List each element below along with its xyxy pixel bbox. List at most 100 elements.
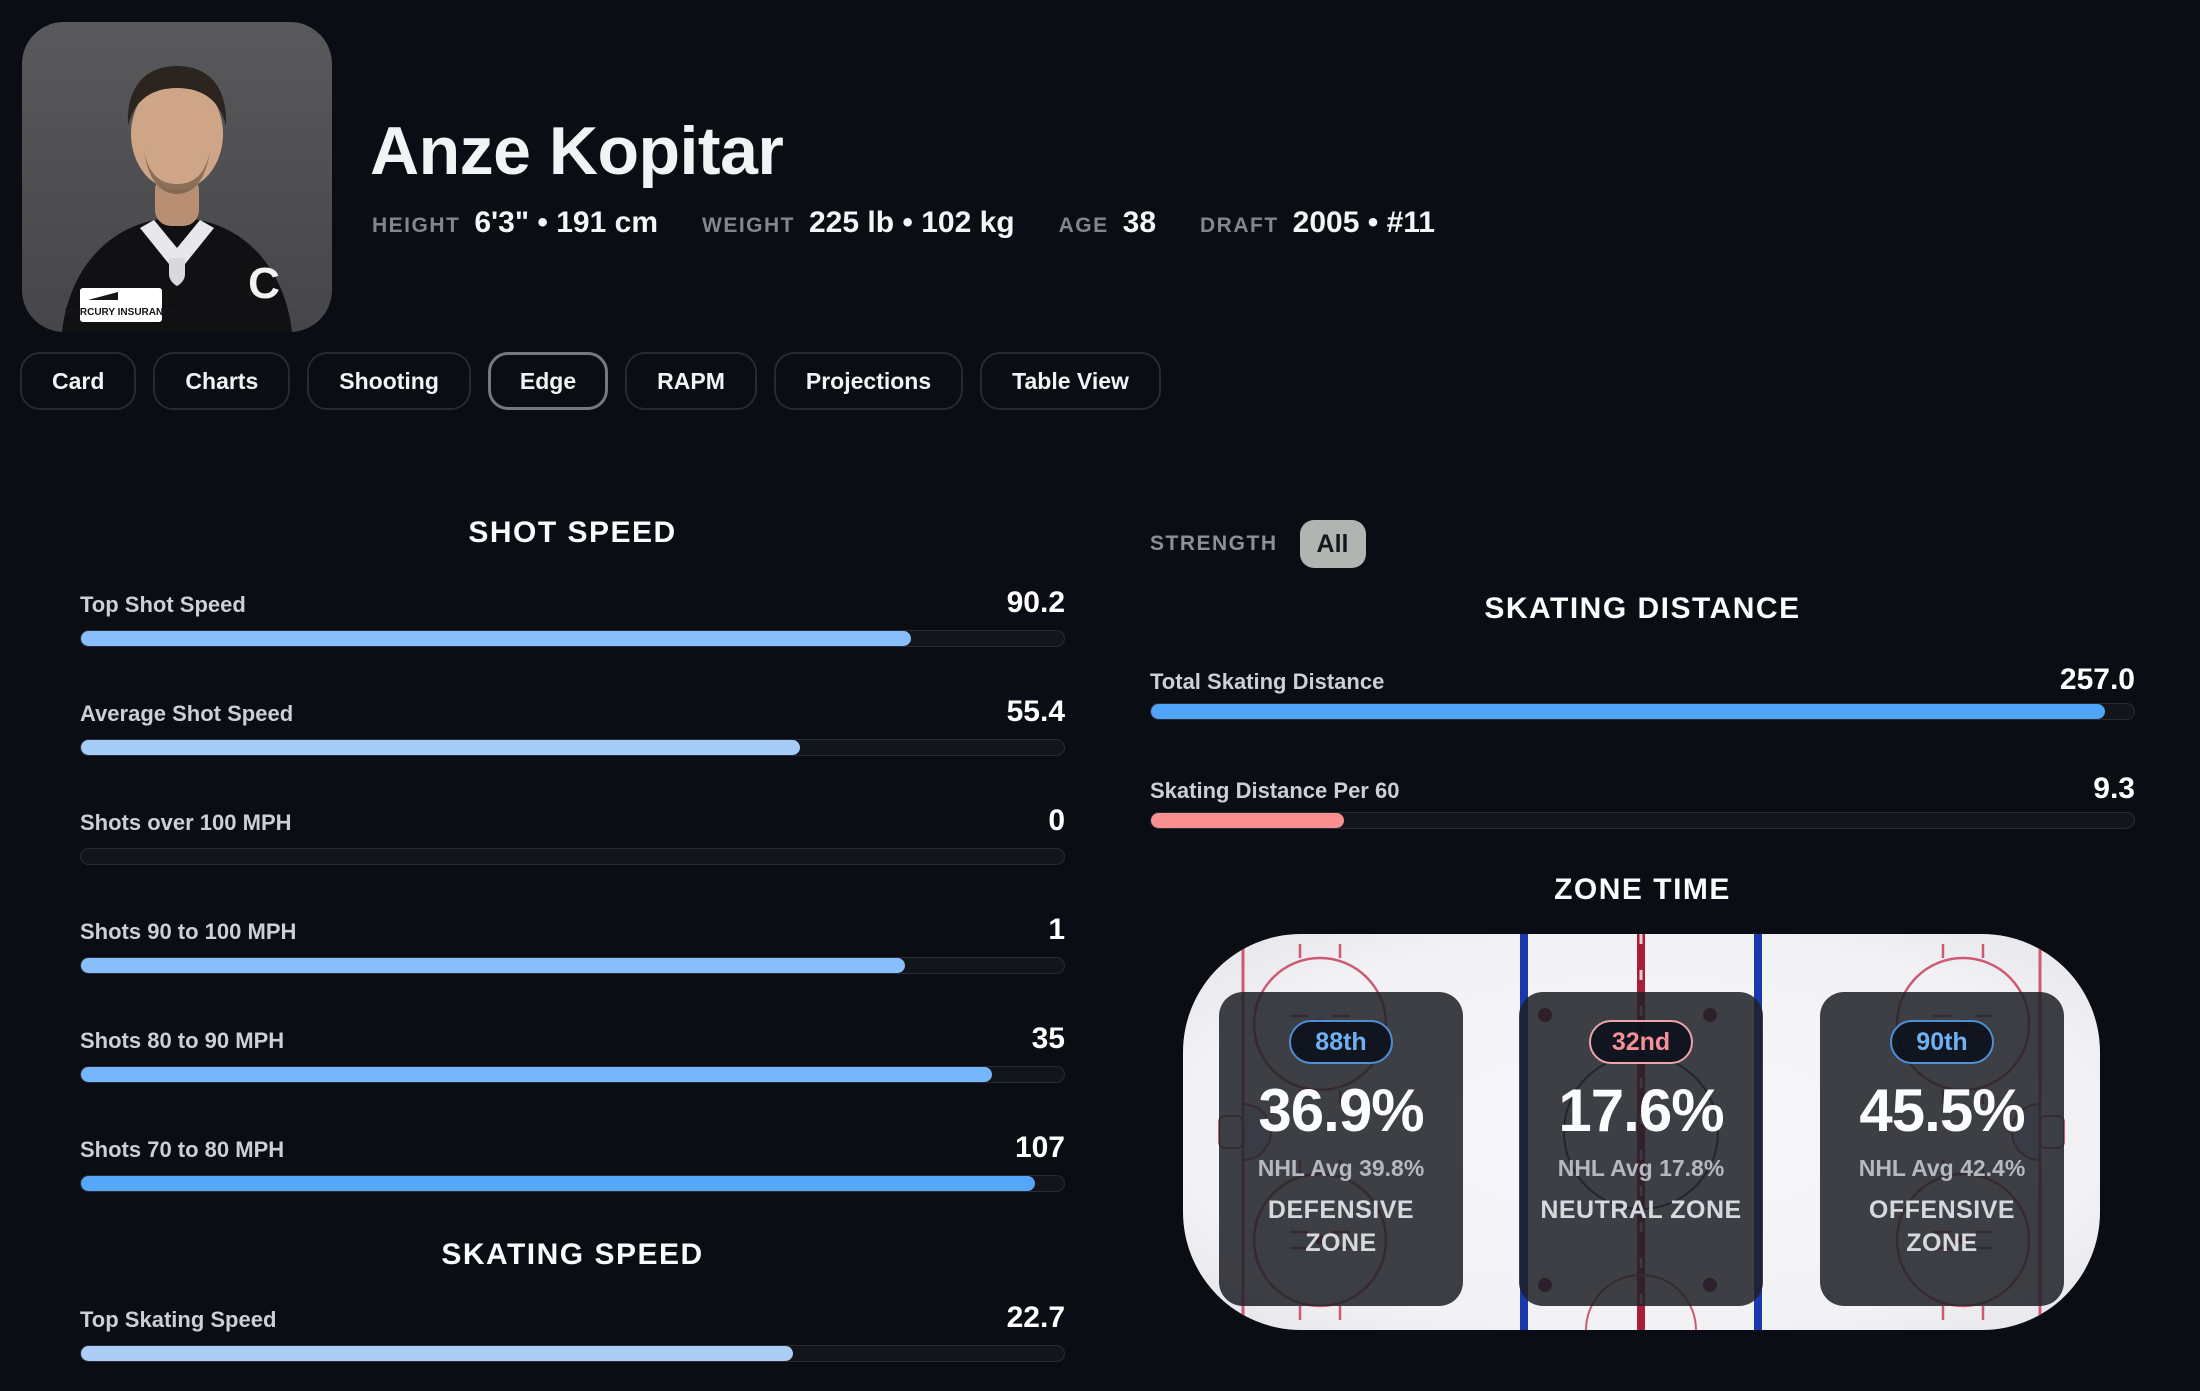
stat-bar-track <box>80 739 1065 756</box>
tab-charts[interactable]: Charts <box>153 352 291 410</box>
bio-weight-value: 225 lb • 102 kg <box>809 206 1015 239</box>
section-title-skating-distance: SKATING DISTANCE <box>1484 592 1801 625</box>
jersey-collar <box>140 220 214 274</box>
player-headshot: C MERCURY INSURANCE <box>22 22 332 332</box>
stat-bar-track <box>80 1175 1065 1192</box>
tab-table-view[interactable]: Table View <box>980 352 1161 410</box>
section-title-skating-speed: SKATING SPEED <box>441 1238 704 1271</box>
stat-bar-track <box>80 630 1065 647</box>
player-face <box>131 78 223 190</box>
captain-letter: C <box>248 259 280 308</box>
view-tabs: Card Charts Shooting Edge RAPM Projectio… <box>20 352 1161 410</box>
bio-age-label: AGE <box>1058 214 1109 237</box>
stat-value: 55.4 <box>1006 695 1065 728</box>
stat-label: Total Skating Distance <box>1150 669 1385 694</box>
zone-nhl-avg: NHL Avg 39.8% <box>1257 1155 1425 1181</box>
strength-filter: STRENGTH All <box>1150 520 1366 568</box>
stat-bar-fill <box>1151 813 1344 828</box>
zone-card-offensive: 90th 45.5% NHL Avg 42.4% OFFENSIVE ZONE <box>1820 992 2064 1306</box>
bio-weight-label: WEIGHT <box>702 214 795 237</box>
stat-label: Top Shot Speed <box>80 592 246 617</box>
bio-age-value: 38 <box>1122 206 1157 239</box>
bio-draft-value: 2005 • #11 <box>1292 206 1435 239</box>
stat-bar-track <box>1150 812 2135 829</box>
zone-name: OFFENSIVE ZONE <box>1868 1196 2016 1257</box>
section-title-shot-speed: SHOT SPEED <box>468 516 677 549</box>
tab-projections[interactable]: Projections <box>773 352 964 410</box>
stat-label: Top Skating Speed <box>80 1307 277 1332</box>
percentile-badge: 88th <box>1289 1020 1393 1064</box>
stat-bar-fill <box>81 958 905 973</box>
stat-value: 107 <box>1014 1131 1065 1164</box>
stat-row: Shots over 100 MPH 0 <box>80 804 1065 870</box>
stat-bar-fill <box>81 631 911 646</box>
stat-value: 22.7 <box>1006 1301 1065 1334</box>
stat-bar-track <box>1150 703 2135 720</box>
bio-height-label: HEIGHT <box>372 214 461 237</box>
stat-row: Shots 80 to 90 MPH 35 <box>80 1022 1065 1088</box>
percentile-badge: 32nd <box>1589 1020 1693 1064</box>
stat-bar-track <box>80 1345 1065 1362</box>
stat-value: 9.3 <box>2093 772 2135 805</box>
zone-time-rink: 88th 36.9% NHL Avg 39.8% DEFENSIVE ZONE … <box>1183 934 2100 1330</box>
stat-bar-fill <box>81 1176 1035 1191</box>
tab-shooting[interactable]: Shooting <box>307 352 471 410</box>
stat-value: 257.0 <box>2059 663 2135 696</box>
stat-bar-fill <box>81 1067 993 1082</box>
player-bio-row: HEIGHT 6'3" • 191 cm WEIGHT 225 lb • 102… <box>372 206 1435 240</box>
zone-percent: 17.6% <box>1558 1077 1724 1144</box>
bio-height-value: 6'3" • 191 cm <box>474 206 658 239</box>
skating-distance-column: STRENGTH All SKATING DISTANCE Total Skat… <box>1150 0 2135 1391</box>
zone-percent: 36.9% <box>1258 1077 1424 1144</box>
zone-card-defensive: 88th 36.9% NHL Avg 39.8% DEFENSIVE ZONE <box>1219 992 1463 1306</box>
stat-bar-track <box>80 1066 1065 1083</box>
svg-text:MERCURY INSURANCE: MERCURY INSURANCE <box>65 307 178 318</box>
bio-draft: DRAFT 2005 • #11 <box>1200 206 1435 240</box>
stat-row: Average Shot Speed 55.4 <box>80 695 1065 761</box>
bio-height: HEIGHT 6'3" • 191 cm <box>372 206 658 240</box>
tab-rapm[interactable]: RAPM <box>625 352 757 410</box>
tab-edge[interactable]: Edge <box>487 352 609 410</box>
shot-speed-column: SHOT SPEED Top Shot Speed 90.2 Average S… <box>80 0 1065 1391</box>
bio-draft-label: DRAFT <box>1200 214 1279 237</box>
sponsor-patch: MERCURY INSURANCE <box>65 288 178 322</box>
stat-value: 35 <box>1031 1022 1065 1055</box>
stat-bar-track <box>80 957 1065 974</box>
zone-nhl-avg: NHL Avg 17.8% <box>1557 1155 1725 1181</box>
stat-label: Average Shot Speed <box>80 701 294 726</box>
page-title-player-name: Anze Kopitar <box>370 113 784 189</box>
stat-label: Shots 90 to 100 MPH <box>80 919 297 944</box>
stat-value: 90.2 <box>1006 586 1065 619</box>
player-headshot-image: C MERCURY INSURANCE <box>22 22 332 332</box>
strength-label: STRENGTH <box>1150 532 1278 555</box>
stat-value: 0 <box>1048 804 1065 837</box>
stat-value: 1 <box>1048 913 1065 946</box>
stat-row: Shots 70 to 80 MPH 107 <box>80 1131 1065 1197</box>
bio-weight: WEIGHT 225 lb • 102 kg <box>702 206 1015 240</box>
section-title-zone-time: ZONE TIME <box>1554 873 1731 906</box>
stat-bar-fill <box>81 1346 793 1361</box>
stat-label: Skating Distance Per 60 <box>1150 778 1400 803</box>
percentile-badge: 90th <box>1890 1020 1994 1064</box>
stat-bar-fill <box>1151 704 2105 719</box>
stat-row: Top Skating Speed 22.7 <box>80 1301 1065 1367</box>
stat-bar-track <box>80 848 1065 865</box>
stat-row: Skating Distance Per 60 9.3 <box>1150 772 2135 834</box>
zone-percent: 45.5% <box>1859 1077 2025 1144</box>
stat-bar-fill <box>81 740 800 755</box>
strength-all-button[interactable]: All <box>1299 520 1366 568</box>
bio-age: AGE 38 <box>1059 206 1156 240</box>
stat-label: Shots 80 to 90 MPH <box>80 1028 285 1053</box>
zone-nhl-avg: NHL Avg 42.4% <box>1858 1155 2026 1181</box>
stat-label: Shots over 100 MPH <box>80 810 292 835</box>
tab-card[interactable]: Card <box>20 352 137 410</box>
nhl-shield-logo <box>169 258 185 286</box>
stat-row: Total Skating Distance 257.0 <box>1150 663 2135 725</box>
stat-row: Shots 90 to 100 MPH 1 <box>80 913 1065 979</box>
zone-card-neutral: 32nd 17.6% NHL Avg 17.8% NEUTRAL ZONE <box>1519 992 1763 1306</box>
zone-name: DEFENSIVE ZONE <box>1267 1196 1415 1257</box>
zone-name: NEUTRAL ZONE <box>1540 1196 1742 1224</box>
stat-row: Top Shot Speed 90.2 <box>80 586 1065 652</box>
stat-label: Shots 70 to 80 MPH <box>80 1137 285 1162</box>
